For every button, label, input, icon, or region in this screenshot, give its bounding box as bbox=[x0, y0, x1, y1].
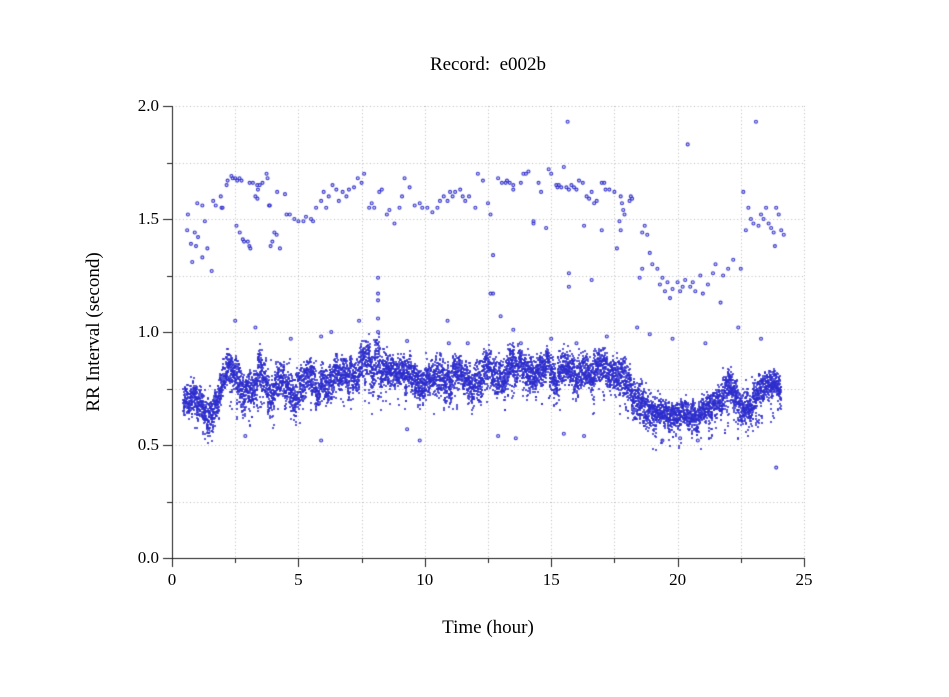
y-tick-label: 0.0 bbox=[137, 548, 159, 567]
x-tick-label: 20 bbox=[669, 570, 687, 589]
x-tick-label: 0 bbox=[167, 570, 177, 589]
x-tick-label: 15 bbox=[542, 570, 560, 589]
x-tick-label: 10 bbox=[416, 570, 434, 589]
y-tick-label: 2.0 bbox=[137, 96, 159, 115]
x-axis-label: Time (hour) bbox=[442, 617, 534, 638]
x-tick-label: 25 bbox=[795, 570, 813, 589]
x-tick-label: 5 bbox=[294, 570, 303, 589]
y-tick-label: 1.5 bbox=[137, 209, 159, 228]
y-tick-label: 1.0 bbox=[137, 322, 159, 341]
y-tick-label: 0.5 bbox=[137, 435, 159, 454]
